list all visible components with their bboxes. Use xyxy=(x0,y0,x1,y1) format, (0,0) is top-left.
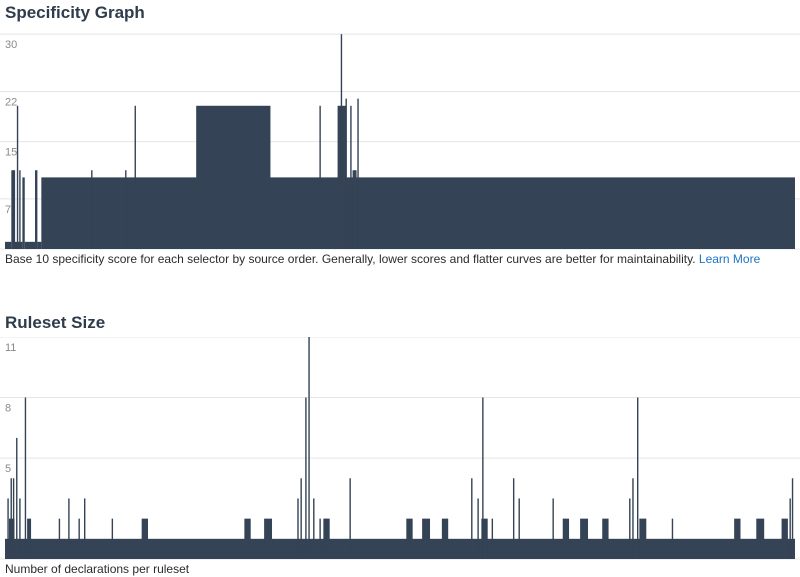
specificity-spike xyxy=(19,170,21,249)
ruleset-segment xyxy=(244,518,251,559)
specificity-segment xyxy=(11,170,15,249)
ruleset-spike xyxy=(319,518,321,559)
specificity-segment xyxy=(352,170,357,249)
ruleset-spike xyxy=(68,498,70,559)
ruleset-segment xyxy=(481,518,488,559)
specificity-spike xyxy=(125,170,127,249)
ruleset-spike xyxy=(297,498,299,559)
specificity-graph-title: Specificity Graph xyxy=(5,3,145,22)
ruleset-spike xyxy=(637,397,639,559)
specificity-chart: 7 15 22 30 xyxy=(0,27,800,252)
specificity-segment xyxy=(22,177,25,249)
ruleset-size-chart: 5 8 11 xyxy=(0,337,800,562)
ruleset-ytick-label: 5 xyxy=(5,463,11,475)
specificity-segment xyxy=(14,241,23,249)
ruleset-caption-text: Number of declarations per ruleset xyxy=(5,562,190,576)
ruleset-spike xyxy=(313,498,315,559)
specificity-spike xyxy=(13,170,16,249)
specificity-ytick-label: 22 xyxy=(5,96,17,108)
specificity-segment xyxy=(196,105,271,249)
ruleset-ytick-label: 8 xyxy=(5,403,11,415)
ruleset-ytick-label: 11 xyxy=(5,342,16,354)
ruleset-segment xyxy=(406,518,413,559)
ruleset-caption: Number of declarations per ruleset xyxy=(5,562,189,576)
specificity-caption-text: Base 10 specificity score for each selec… xyxy=(5,252,696,266)
ruleset-base-area xyxy=(5,538,795,559)
ruleset-size-title: Ruleset Size xyxy=(5,313,106,332)
ruleset-spike xyxy=(789,498,791,559)
ruleset-spike xyxy=(305,397,307,559)
specificity-segment xyxy=(24,241,36,249)
ruleset-spike xyxy=(19,498,21,559)
ruleset-segment xyxy=(639,518,646,559)
ruleset-spike xyxy=(632,478,634,559)
ruleset-spike xyxy=(671,518,674,559)
ruleset-spike xyxy=(84,498,86,559)
ruleset-spike xyxy=(16,437,18,559)
ruleset-spike xyxy=(12,478,15,559)
ruleset-spike xyxy=(518,498,520,559)
ruleset-segment xyxy=(781,518,788,559)
ruleset-spike xyxy=(78,518,80,559)
specificity-spike xyxy=(319,105,321,249)
ruleset-segment xyxy=(602,518,609,559)
ruleset-spike xyxy=(58,518,61,559)
ruleset-spike xyxy=(644,518,647,559)
ruleset-segment xyxy=(580,518,589,559)
ruleset-spike xyxy=(512,478,515,559)
specificity-spike xyxy=(340,34,343,250)
ruleset-spike xyxy=(491,518,494,559)
ruleset-segment xyxy=(422,518,431,559)
ruleset-segment xyxy=(734,518,741,559)
ruleset-segment xyxy=(27,518,32,559)
specificity-caption: Base 10 specificity score for each selec… xyxy=(5,252,760,266)
specificity-segment xyxy=(35,170,38,249)
specificity-segment xyxy=(5,241,12,249)
ruleset-spike xyxy=(477,498,479,559)
ruleset-spike xyxy=(629,498,631,559)
ruleset-spike xyxy=(471,478,473,559)
ruleset-spike xyxy=(349,478,351,559)
ruleset-segment xyxy=(756,518,765,559)
specificity-spike xyxy=(91,170,93,249)
specificity-chart-svg: 7 15 22 30 xyxy=(0,33,800,250)
specificity-spike xyxy=(350,105,352,249)
ruleset-spike xyxy=(325,518,328,559)
learn-more-link[interactable]: Learn More xyxy=(698,252,761,266)
ruleset-size-chart-svg: 5 8 11 xyxy=(0,337,800,560)
specificity-spike xyxy=(357,98,359,249)
ruleset-segment xyxy=(441,518,449,559)
specificity-spike xyxy=(16,105,19,249)
specificity-ytick-label: 30 xyxy=(5,39,17,51)
ruleset-segment xyxy=(264,518,273,559)
ruleset-segment xyxy=(141,518,148,559)
ruleset-spike xyxy=(111,518,114,559)
ruleset-segment xyxy=(562,518,570,559)
specificity-spike xyxy=(134,105,136,249)
specificity-base-area xyxy=(41,177,795,249)
ruleset-spike xyxy=(10,478,12,559)
ruleset-spike xyxy=(300,478,302,559)
specificity-spike xyxy=(345,98,347,249)
ruleset-spike xyxy=(791,478,794,559)
specificity-ytick-label: 15 xyxy=(5,147,17,159)
ruleset-spike xyxy=(7,498,9,559)
ruleset-spike xyxy=(24,397,27,559)
specificity-segment xyxy=(37,241,42,249)
specificity-ytick-label: 7 xyxy=(5,204,11,216)
ruleset-spike xyxy=(308,337,310,559)
ruleset-spike xyxy=(482,397,484,559)
ruleset-spike xyxy=(552,498,554,559)
